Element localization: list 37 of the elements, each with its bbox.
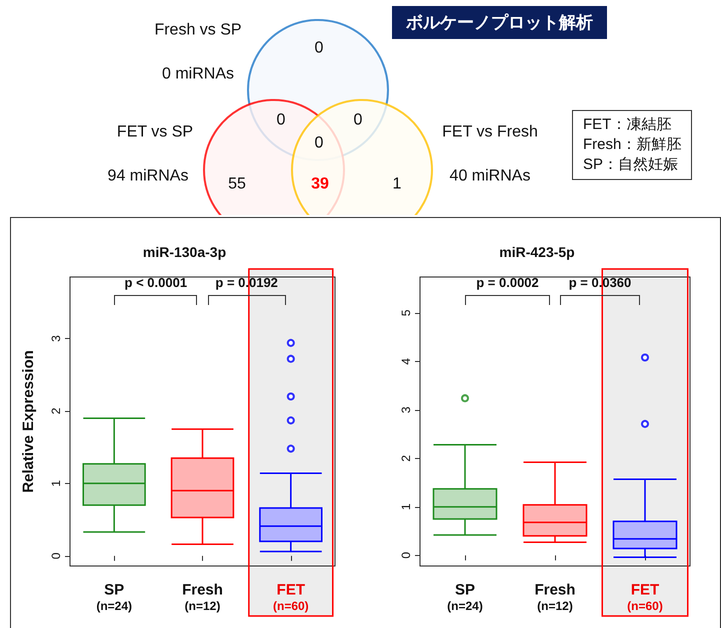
category-label: Fresh vs SP	[154, 22, 242, 38]
category-label: FET vs SP	[116, 124, 194, 140]
x-tick-label: Fresh (n=12)	[534, 582, 576, 613]
text: 94 miRNAs	[108, 168, 188, 184]
x-tick-label: Fresh (n=12)	[182, 582, 223, 613]
x-tick-label: FET (n=60)	[272, 582, 309, 613]
y-tick-label: 5	[399, 309, 413, 316]
text: 40 miRNAs	[450, 168, 530, 184]
text: 55	[228, 176, 246, 192]
text: ボルケーノプロット解析	[405, 13, 593, 32]
y-tick-label: 3	[399, 406, 413, 414]
x-tick-label: SP (n=24)	[96, 582, 132, 613]
chart-title: miR-130a-3p	[142, 244, 226, 260]
chart-title: miR-423-5p	[499, 244, 575, 260]
annotation: p < 0.0001	[124, 275, 188, 290]
text: 39	[311, 176, 329, 192]
y-tick-label: 0	[49, 552, 63, 560]
x-tick-label: FET (n=60)	[627, 582, 663, 613]
y-tick-label: 3	[49, 334, 63, 342]
category-label: FET vs Fresh	[442, 124, 538, 140]
annotation: p = 0.0002	[475, 275, 540, 290]
y-tick-label: 4	[399, 358, 413, 365]
text: Fresh：新鮮胚	[583, 135, 682, 155]
text: FET：凍結胚	[583, 115, 672, 135]
text: 0	[276, 112, 286, 128]
y-tick-label: 1	[399, 503, 413, 510]
text: 0	[314, 134, 324, 152]
y-axis-title: Relative Expression	[20, 350, 37, 493]
text: SP：自然妊娠	[583, 155, 680, 175]
y-tick-label: 0	[399, 552, 413, 559]
text: 0	[354, 112, 363, 128]
y-tick-label: 2	[399, 454, 413, 462]
x-tick-label: SP (n=24)	[447, 582, 483, 613]
y-tick-label: 2	[49, 407, 63, 414]
text: 0 miRNAs	[162, 66, 234, 82]
y-tick-label: 1	[49, 480, 63, 487]
text: 0	[314, 40, 324, 56]
